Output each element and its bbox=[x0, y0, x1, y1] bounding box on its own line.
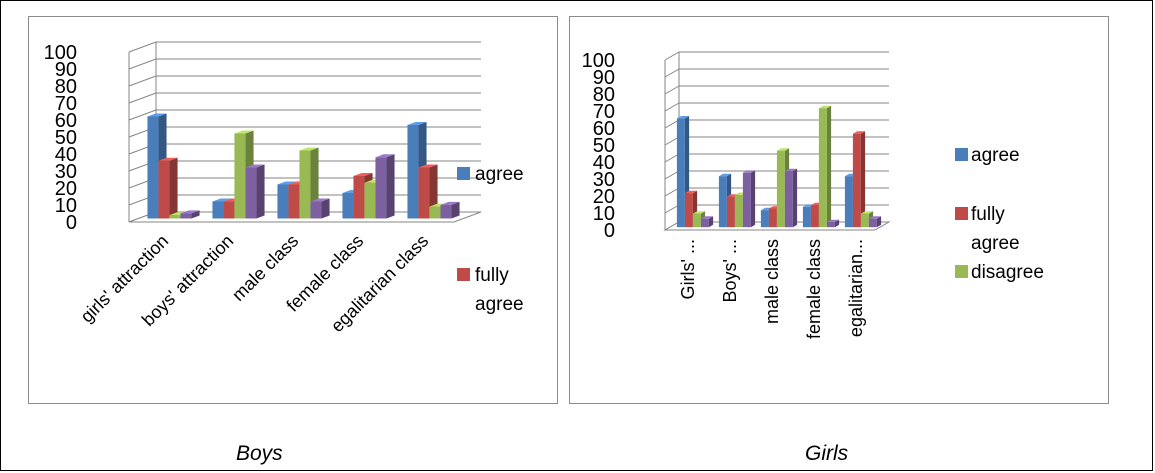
legend-label: agree bbox=[475, 164, 524, 185]
legend-label: fully bbox=[475, 265, 509, 286]
y-tick-label: 30 bbox=[593, 169, 615, 191]
bar bbox=[868, 216, 882, 228]
girls-chart-panel: 0 10 20 30 40 50 60 70 80 90 100 Girls' ... Boys' ..… bbox=[569, 16, 1109, 404]
y-tick-label: 50 bbox=[55, 127, 77, 149]
boys-caption: Boys bbox=[236, 442, 283, 465]
legend-label: fully bbox=[971, 204, 1005, 225]
legend-label: disagree bbox=[971, 262, 1044, 283]
y-tick-label: 0 bbox=[604, 220, 615, 242]
bar bbox=[700, 216, 714, 228]
legend-label: agree bbox=[971, 233, 1020, 254]
category-label: Boys' ... bbox=[720, 239, 740, 302]
category-label: male class bbox=[762, 239, 782, 324]
y-tick-label: 90 bbox=[55, 59, 77, 81]
y-tick-label: 20 bbox=[55, 178, 77, 200]
legend-swatch bbox=[955, 148, 968, 161]
bar bbox=[158, 157, 178, 219]
legend-label: agree bbox=[971, 145, 1020, 166]
y-tick-label: 100 bbox=[582, 50, 615, 72]
y-tick-label: 80 bbox=[55, 76, 77, 98]
y-tick-label: 30 bbox=[55, 161, 77, 183]
y-tick-label: 80 bbox=[593, 84, 615, 106]
legend-swatch bbox=[955, 207, 968, 220]
category-label: Girls' ... bbox=[678, 239, 698, 299]
y-tick-label: 10 bbox=[593, 203, 615, 225]
y-tick-label: 70 bbox=[593, 101, 615, 123]
legend-swatch bbox=[457, 268, 470, 281]
legend-swatch bbox=[955, 265, 968, 278]
bars bbox=[147, 113, 460, 219]
y-tick-label: 100 bbox=[44, 42, 77, 64]
bars bbox=[676, 105, 882, 228]
bar bbox=[818, 105, 832, 228]
bar bbox=[245, 164, 265, 219]
bar bbox=[310, 198, 330, 219]
legend-label: agree bbox=[475, 294, 524, 315]
y-tick-label: 70 bbox=[55, 93, 77, 115]
y-tick-label: 40 bbox=[55, 144, 77, 166]
y-tick-label: 40 bbox=[593, 152, 615, 174]
y-tick-label: 60 bbox=[55, 110, 77, 132]
y-tick-label: 10 bbox=[55, 195, 77, 217]
bar bbox=[826, 219, 840, 228]
bar bbox=[742, 170, 756, 228]
category-label: egalitarian... bbox=[846, 239, 866, 337]
y-tick-label: 90 bbox=[593, 67, 615, 89]
y-tick-label: 0 bbox=[66, 212, 77, 234]
bar bbox=[440, 201, 460, 219]
y-tick-label: 60 bbox=[593, 118, 615, 140]
y-tick-label: 20 bbox=[593, 186, 615, 208]
legend-swatch bbox=[457, 167, 470, 180]
bar bbox=[375, 154, 395, 219]
bar bbox=[852, 131, 866, 228]
girls-caption: Girls bbox=[805, 442, 849, 465]
bar bbox=[180, 210, 200, 219]
bar bbox=[784, 168, 798, 228]
category-label: female class bbox=[804, 239, 824, 339]
boys-chart-panel: 0 10 20 30 40 50 60 70 80 90 100 girls' attraction b… bbox=[28, 16, 558, 404]
y-tick-label: 50 bbox=[593, 135, 615, 157]
